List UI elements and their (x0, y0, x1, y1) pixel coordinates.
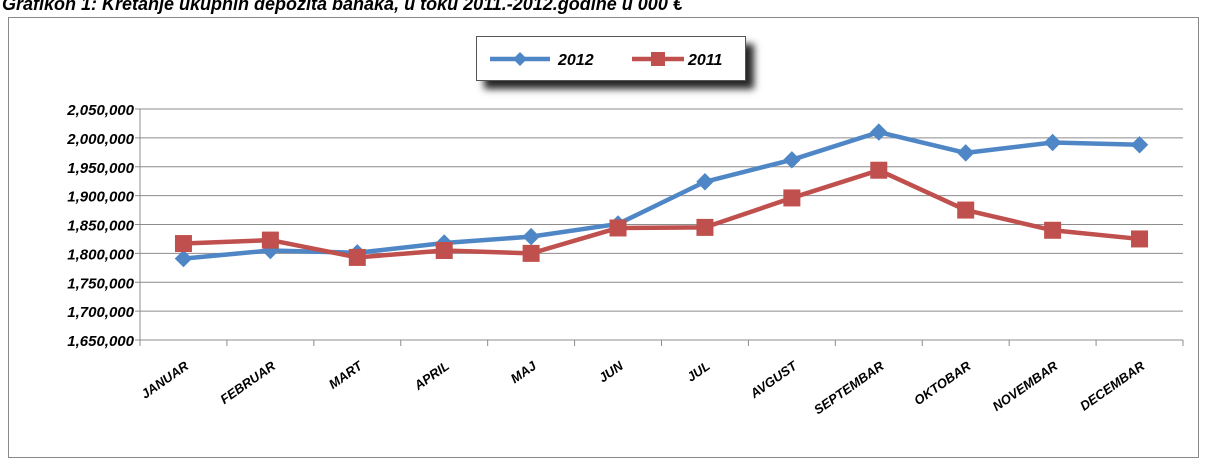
x-tick-label: MART (326, 358, 366, 392)
data-point-2012 (1043, 133, 1062, 152)
data-point-2011 (783, 189, 801, 207)
y-tick-label: 1,750,000 (67, 275, 134, 292)
data-point-2012 (1130, 136, 1149, 154)
data-point-2012 (957, 144, 975, 162)
data-point-2011 (609, 219, 627, 237)
data-point-2011 (348, 248, 366, 266)
x-tick-label: JUL (684, 358, 713, 384)
data-point-2012 (174, 249, 193, 268)
chart-title: Grafikon 1: Kretanje ukupnih depozita ba… (2, 0, 683, 14)
x-tick-label: NOVEMBAR (990, 358, 1061, 414)
x-tick-label: DECEMBAR (1077, 358, 1148, 414)
x-tick-label: AVGUST (747, 358, 801, 402)
legend-marker-2011 (651, 52, 665, 66)
data-point-2011 (957, 201, 975, 219)
y-tick-label: 1,700,000 (67, 304, 134, 321)
y-tick-label: 1,850,000 (67, 218, 134, 235)
data-point-2012 (522, 227, 540, 246)
x-tick-label: OKTOBAR (911, 358, 974, 408)
data-point-2011 (696, 218, 714, 236)
y-tick-label: 2,000,000 (66, 131, 134, 148)
y-tick-label: 1,650,000 (67, 333, 134, 350)
series-line-2011 (183, 167, 1140, 260)
legend-marker-2012 (513, 52, 527, 66)
data-point-2011 (1044, 221, 1062, 239)
data-point-2012 (870, 123, 888, 141)
data-point-2011 (435, 241, 453, 259)
data-point-2011 (522, 244, 540, 262)
data-point-2011 (261, 231, 279, 249)
y-tick-label: 1,950,000 (67, 160, 134, 177)
data-point-2012 (783, 151, 801, 169)
x-tick-label: FEBRUAR (217, 358, 278, 407)
data-point-2012 (696, 173, 714, 191)
x-tick-label: MAJ (508, 358, 540, 386)
y-tick-label: 2,050,000 (66, 102, 134, 119)
x-tick-label: SEPTEMBAR (811, 358, 887, 417)
y-tick-label: 1,900,000 (67, 189, 134, 206)
legend-label-2011: 2011 (687, 52, 723, 69)
legend-label-2012: 2012 (557, 52, 594, 69)
x-tick-label: JANUAR (138, 358, 191, 402)
data-point-2011 (1131, 230, 1149, 248)
x-tick-label: APRIL (411, 358, 452, 393)
data-point-2011 (174, 235, 192, 253)
data-point-2011 (870, 161, 888, 179)
x-tick-label: JUN (596, 358, 626, 386)
chart-area (8, 17, 1199, 458)
y-tick-label: 1,800,000 (67, 246, 134, 263)
